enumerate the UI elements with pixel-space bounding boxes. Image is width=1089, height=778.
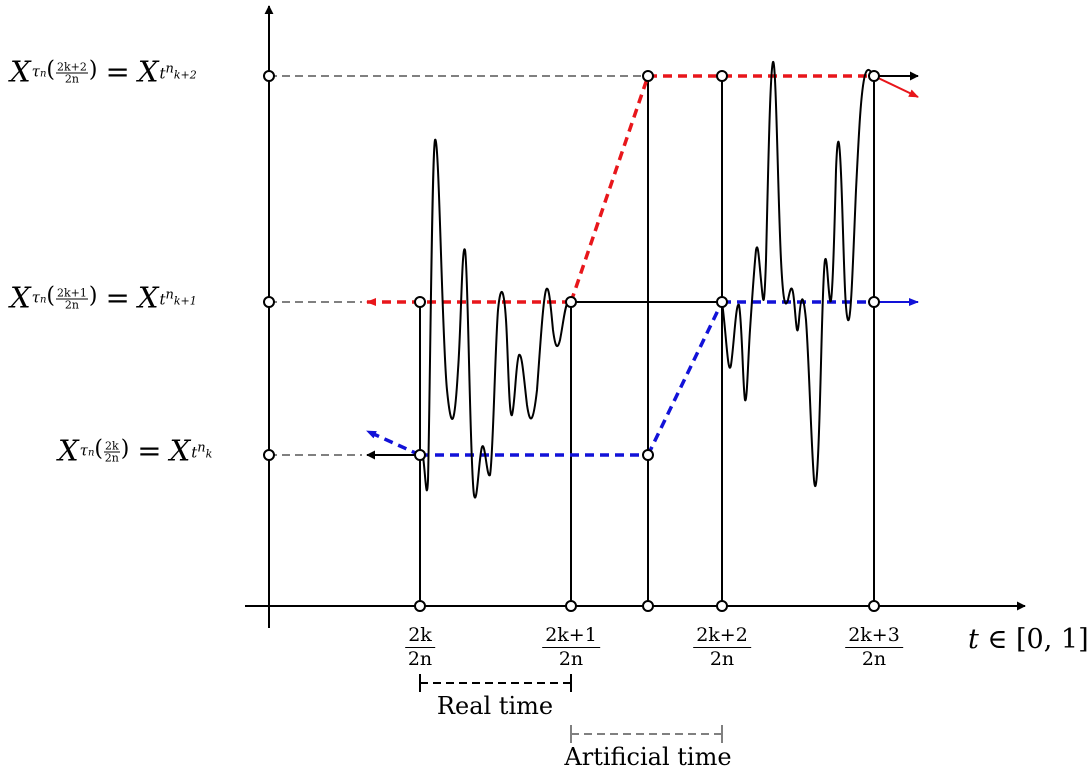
x-tick-2k1: 2k+1 2n xyxy=(542,626,600,669)
marker-x-2k2 xyxy=(716,600,728,612)
marker-y-k1 xyxy=(263,296,275,308)
red-dashed-rise xyxy=(569,75,650,303)
sample-path-right xyxy=(721,60,875,488)
real-time-label: Real time xyxy=(436,692,554,720)
x-axis-label: t ∈ [0, 1] xyxy=(968,624,1089,655)
marker-p5 xyxy=(642,70,654,82)
marker-p2 xyxy=(414,296,426,308)
marker-x-mid xyxy=(642,600,654,612)
marker-p3 xyxy=(565,296,577,308)
marker-x-2k xyxy=(414,600,426,612)
marker-p7 xyxy=(716,70,728,82)
marker-group xyxy=(263,70,880,612)
x-tick-2k2: 2k+2 2n xyxy=(693,626,751,669)
blue-dashed-rise xyxy=(646,301,724,456)
marker-p1 xyxy=(414,449,426,461)
marker-y-k2 xyxy=(263,70,275,82)
artificial-time-label: Artificial time xyxy=(564,743,732,771)
red-arrow-exit xyxy=(873,75,919,98)
marker-p4 xyxy=(642,449,654,461)
blue-dashed-stub-arrow xyxy=(366,429,421,457)
sample-path-left xyxy=(419,138,571,499)
marker-p6 xyxy=(716,296,728,308)
marker-x-2k3 xyxy=(868,600,880,612)
marker-y-k xyxy=(263,449,275,461)
marker-x-2k1 xyxy=(565,600,577,612)
marker-p8 xyxy=(868,296,880,308)
x-tick-2k: 2k 2n xyxy=(405,626,435,669)
marker-p9 xyxy=(868,70,880,82)
x-tick-2k3: 2k+3 2n xyxy=(845,626,903,669)
artificial-time-bracket xyxy=(570,725,723,743)
real-time-bracket xyxy=(419,674,572,692)
